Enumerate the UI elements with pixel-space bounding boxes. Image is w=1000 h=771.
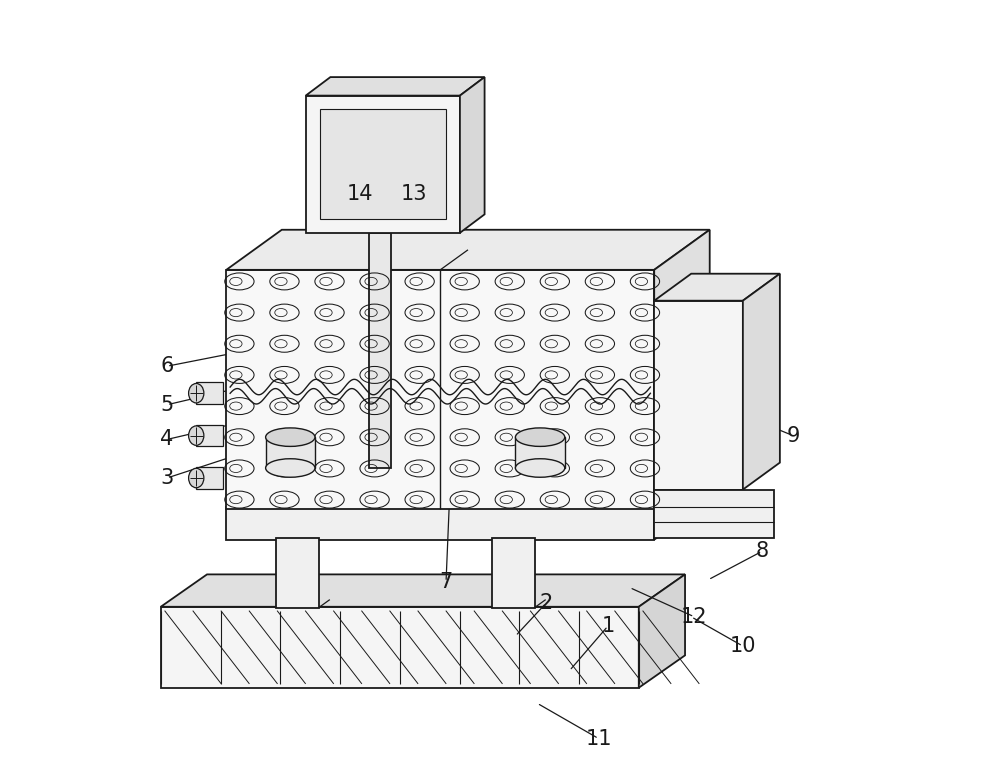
Bar [369,233,391,468]
Bar [196,382,223,404]
Text: 13: 13 [400,184,427,204]
Polygon shape [743,274,780,490]
Bar [515,437,565,468]
Text: 4: 4 [160,429,174,449]
Bar [226,270,654,509]
Text: 2: 2 [540,593,553,613]
Polygon shape [654,274,780,301]
Polygon shape [460,77,485,233]
Bar [654,301,743,490]
Text: 10: 10 [730,636,756,656]
Ellipse shape [515,428,565,446]
Ellipse shape [189,426,204,446]
Polygon shape [654,467,710,540]
Bar [492,538,535,608]
Ellipse shape [266,459,315,477]
Bar [654,490,774,538]
Bar [276,538,319,608]
Bar [226,507,654,540]
Polygon shape [226,467,710,507]
Text: 8: 8 [756,541,769,561]
Text: 1: 1 [601,616,615,636]
Text: 9: 9 [786,426,800,446]
Text: 5: 5 [160,395,174,415]
Ellipse shape [189,468,204,488]
Polygon shape [654,230,710,509]
Bar [161,607,639,688]
Polygon shape [639,574,685,688]
Bar [306,96,460,233]
Ellipse shape [266,428,315,446]
Text: 6: 6 [160,356,174,376]
Text: 12: 12 [681,607,708,627]
Text: 7: 7 [439,572,453,592]
Bar [196,467,223,489]
Bar [320,109,446,219]
Polygon shape [306,77,485,96]
Ellipse shape [515,459,565,477]
Text: 14: 14 [346,184,373,204]
Text: 3: 3 [160,468,174,488]
Bar [196,425,223,446]
Bar [266,437,315,468]
Text: 11: 11 [585,729,612,749]
Polygon shape [226,230,710,270]
Polygon shape [161,574,685,607]
Ellipse shape [189,383,204,403]
